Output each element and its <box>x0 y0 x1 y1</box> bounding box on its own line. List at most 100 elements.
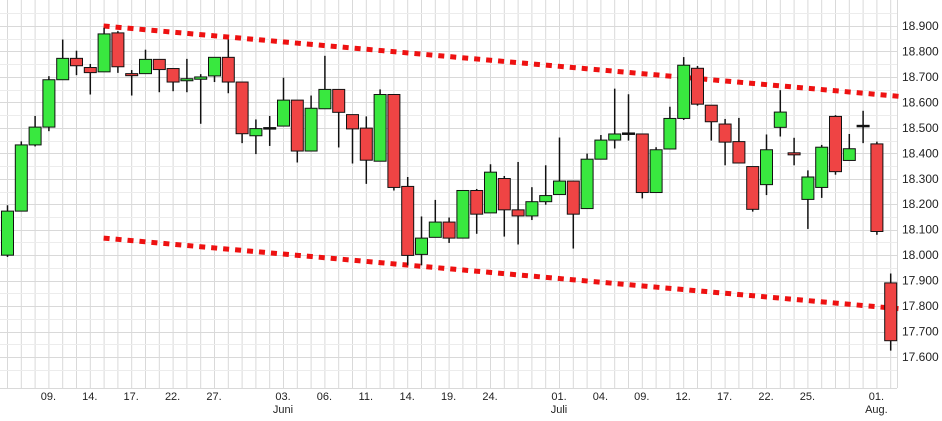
y-tick-label: 18.000 <box>902 248 939 262</box>
candle-body-up <box>539 195 553 203</box>
candle <box>718 118 732 166</box>
candle <box>649 147 663 194</box>
candle-body-up <box>484 171 497 214</box>
candle-body-up <box>373 94 387 162</box>
candle-body-up <box>1 210 14 256</box>
candle <box>594 134 608 160</box>
candle <box>704 104 718 141</box>
candle-body-down <box>290 99 304 152</box>
candle-body-down <box>387 94 401 188</box>
candle <box>83 63 97 95</box>
candle-body-up <box>608 133 622 141</box>
candle <box>677 57 691 120</box>
x-tick-label: 14. <box>82 391 97 403</box>
candle-body-down <box>359 127 373 161</box>
candle-body-up <box>56 57 70 81</box>
candle-body-up <box>553 180 566 196</box>
candle <box>373 89 387 162</box>
grid <box>0 0 898 389</box>
candle <box>111 31 125 73</box>
x-month-label: Aug. <box>865 404 888 416</box>
candle <box>566 180 580 249</box>
x-tick-label: 27. <box>206 391 221 403</box>
candle <box>346 114 359 164</box>
candle <box>263 115 277 146</box>
candle <box>139 49 152 75</box>
candles <box>1 27 898 351</box>
candle <box>152 58 166 93</box>
candle <box>70 50 83 76</box>
candle <box>732 117 746 164</box>
candle-body-down <box>152 58 166 71</box>
candle-body-down <box>704 104 718 123</box>
x-tick-label: 22. <box>758 391 773 403</box>
candle <box>884 273 898 351</box>
x-tick-label: 12. <box>676 391 691 403</box>
candle-body-down <box>332 88 346 113</box>
candle <box>428 199 442 238</box>
candle <box>635 133 649 199</box>
candle <box>856 110 870 144</box>
candle-body-up <box>318 88 332 110</box>
candle <box>829 115 842 175</box>
candle-body-down <box>470 189 484 215</box>
candle-body-down <box>125 73 139 77</box>
x-tick-label: 04. <box>593 391 608 403</box>
candle-body-down <box>635 133 649 194</box>
x-tick-label: 06. <box>317 391 332 403</box>
candle-body-down <box>787 152 801 156</box>
x-tick-label: 22. <box>165 391 180 403</box>
candle-body-up <box>842 148 856 161</box>
candle-body-up <box>663 117 677 150</box>
y-tick-label: 18.800 <box>902 44 939 58</box>
candle <box>318 55 332 110</box>
candle-body-up <box>208 56 221 77</box>
candle-body-up <box>263 127 277 130</box>
candle-body-up <box>277 99 290 127</box>
candle <box>746 166 760 212</box>
y-tick-label: 18.900 <box>902 19 939 33</box>
candle-body-down <box>732 141 746 164</box>
candle-body-down <box>691 67 704 105</box>
candle <box>553 137 566 196</box>
candle-body-up <box>856 124 870 128</box>
candle-body-up <box>415 237 428 255</box>
y-tick-label: 17.700 <box>902 325 939 339</box>
candle <box>277 77 290 127</box>
candle-body-up <box>760 149 773 186</box>
candle <box>525 187 539 221</box>
x-tick-label: 19. <box>441 391 456 403</box>
candle-body-up <box>456 189 470 239</box>
candle <box>691 65 704 106</box>
candle <box>539 165 553 205</box>
candle <box>608 88 622 149</box>
candle-body-up <box>801 176 815 200</box>
y-tick-label: 18.400 <box>902 146 939 160</box>
candle-body-up <box>42 79 56 128</box>
candle-body-up <box>649 149 663 194</box>
candle <box>194 74 208 124</box>
candle <box>166 68 180 92</box>
candle-body-up <box>180 78 194 82</box>
candle-body-up <box>428 221 442 238</box>
x-tick-label: 09. <box>634 391 649 403</box>
candle-body-down <box>718 123 732 143</box>
y-tick-label: 17.800 <box>902 299 939 313</box>
candle <box>387 94 401 191</box>
y-tick-label: 17.600 <box>902 350 939 364</box>
candle-body-up <box>773 111 787 128</box>
candle <box>484 164 497 214</box>
candle-body-up <box>594 139 608 160</box>
candle-body-down <box>401 185 415 256</box>
x-tick-label: 03. <box>275 391 290 403</box>
candle <box>359 116 373 184</box>
candle <box>1 205 14 257</box>
candle <box>870 141 884 235</box>
candle-body-down <box>221 56 235 83</box>
candle <box>815 144 829 198</box>
x-tick-label: 11. <box>359 391 373 403</box>
candle <box>208 56 221 83</box>
candle <box>511 161 525 245</box>
x-tick-label: 24. <box>482 391 497 403</box>
